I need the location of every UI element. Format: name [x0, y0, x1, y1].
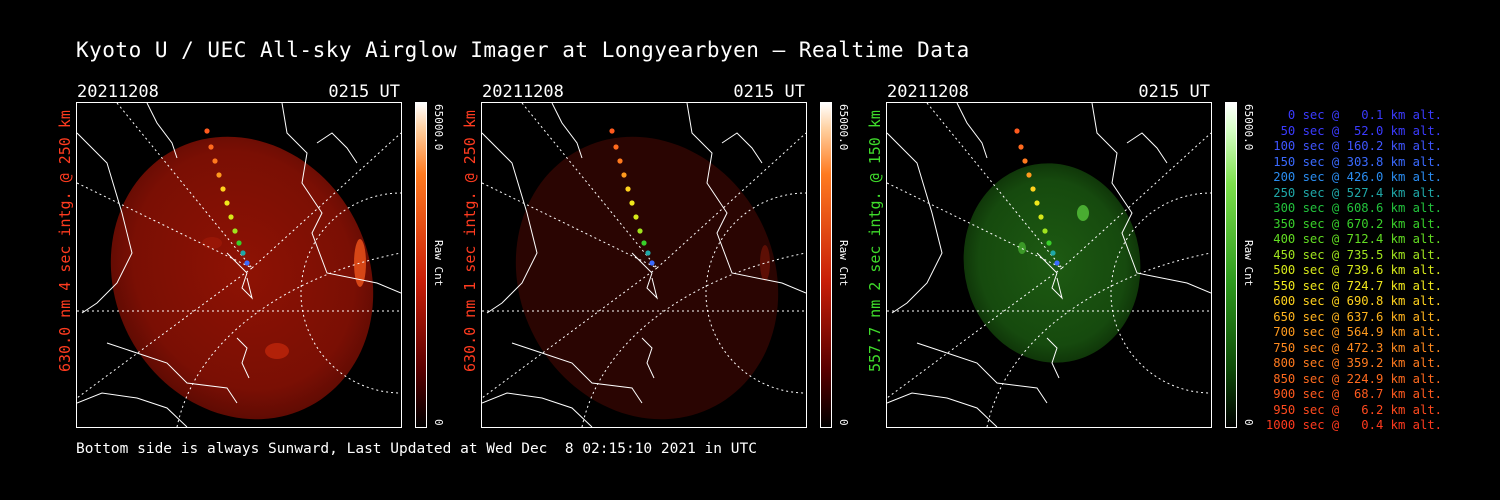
sky-image-ellipse: [515, 136, 779, 420]
legend-row: 600 sec @ 690.8 km alt.: [1273, 294, 1442, 308]
panel-2-side-label: 630.0 nm 1 sec intg. @ 250 km: [461, 110, 479, 372]
legend-row: 700 sec @ 564.9 km alt.: [1273, 325, 1442, 339]
legend-row: 150 sec @ 303.8 km alt.: [1273, 154, 1442, 169]
legend-row: 500 sec @ 739.6 km alt.: [1273, 263, 1442, 277]
sky-image-ellipse: [110, 136, 374, 420]
legend-row: 400 sec @ 712.4 km alt.: [1273, 232, 1442, 246]
legend-row: 100 sec @ 160.2 km alt.: [1273, 139, 1442, 153]
legend-row: 300 sec @ 608.6 km alt.: [1273, 201, 1442, 215]
legend-row: 950 sec @ 6.2 km alt.: [1273, 402, 1442, 417]
panel-1-date: 20211208: [77, 82, 159, 102]
panel-2-image: [481, 102, 807, 428]
footer-status: Bottom side is always Sunward, Last Upda…: [76, 441, 757, 457]
legend-row: 750 sec @ 472.3 km alt.: [1273, 340, 1442, 355]
map-coastlines: [482, 103, 806, 427]
panel-3-image: [886, 102, 1212, 428]
airglow-map-557nm-2s: [887, 103, 1211, 427]
map-coastlines: [887, 103, 1211, 427]
panel-3-side-label: 557.7 nm 2 sec intg. @ 150 km: [866, 110, 884, 372]
satellite-track: [204, 128, 250, 266]
legend-row: 250 sec @ 527.4 km alt.: [1273, 185, 1442, 200]
panel-3-colorbar-max: 65000.0: [1242, 104, 1255, 151]
panel-1-colorbar: [415, 102, 427, 428]
panel-3-date: 20211208: [887, 82, 969, 102]
geographic-grid: [482, 103, 806, 427]
panel-2-date: 20211208: [482, 82, 564, 102]
legend-row: 0 sec @ 0.1 km alt.: [1273, 108, 1442, 122]
panel-3-colorbar-min: 0: [1242, 419, 1255, 426]
satellite-track: [1014, 128, 1060, 266]
panel-1-colorbar-unit: Raw Cnt: [432, 240, 445, 287]
legend-row: 650 sec @ 637.6 km alt.: [1273, 309, 1442, 324]
legend-row: 450 sec @ 735.5 km alt.: [1273, 247, 1442, 262]
panel-2-colorbar: [820, 102, 832, 428]
panel-3-time: 0215 UT: [1138, 82, 1210, 102]
panel-3-colorbar-unit: Raw Cnt: [1242, 240, 1255, 287]
legend-row: 800 sec @ 359.2 km alt.: [1273, 356, 1442, 370]
panel-1-time: 0215 UT: [328, 82, 400, 102]
legend-row: 50 sec @ 52.0 km alt.: [1273, 123, 1442, 138]
panel-1-colorbar-min: 0: [432, 419, 445, 426]
panel-3-colorbar: [1225, 102, 1237, 428]
legend-row: 350 sec @ 670.2 km alt.: [1273, 216, 1442, 231]
panel-2-colorbar-unit: Raw Cnt: [837, 240, 850, 287]
panel-1-image: [76, 102, 402, 428]
airglow-map-630nm-4s: [77, 103, 401, 427]
time-altitude-legend: 0 sec @ 0.1 km alt. 50 sec @ 52.0 km alt…: [1258, 108, 1442, 434]
panel-1-side-label: 630.0 nm 4 sec intg. @ 250 km: [56, 110, 74, 372]
geographic-grid: [77, 103, 401, 427]
legend-row: 550 sec @ 724.7 km alt.: [1273, 278, 1442, 293]
geographic-grid: [887, 103, 1211, 427]
panel-2-colorbar-min: 0: [837, 419, 850, 426]
page-title: Kyoto U / UEC All-sky Airglow Imager at …: [76, 38, 970, 62]
legend-row: 850 sec @ 224.9 km alt.: [1273, 371, 1442, 386]
sky-image-ellipse: [963, 163, 1141, 363]
satellite-track: [609, 128, 655, 266]
airglow-map-630nm-1s: [482, 103, 806, 427]
panel-2-colorbar-max: 65000.0: [837, 104, 850, 151]
legend-row: 1000 sec @ 0.4 km alt.: [1265, 418, 1442, 432]
panel-2-time: 0215 UT: [733, 82, 805, 102]
map-coastlines: [77, 103, 401, 427]
panel-1-colorbar-max: 65000.0: [432, 104, 445, 151]
legend-row: 900 sec @ 68.7 km alt.: [1273, 387, 1442, 401]
legend-row: 200 sec @ 426.0 km alt.: [1273, 170, 1442, 184]
